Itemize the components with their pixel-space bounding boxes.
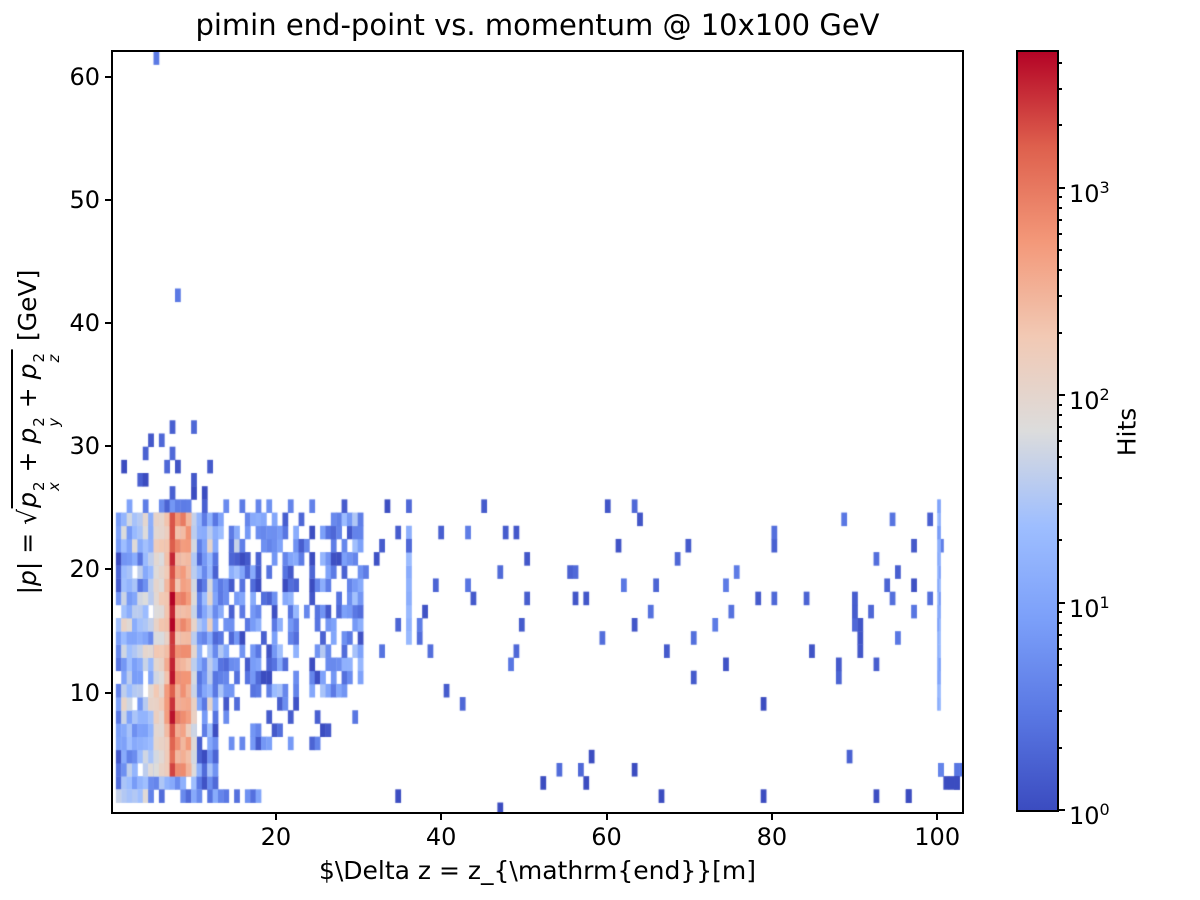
colorbar-minor-tick [1057, 206, 1062, 209]
y-tick-label: 40 [69, 308, 100, 337]
y-tick-label: 60 [69, 62, 100, 91]
colorbar-minor-tick [1057, 124, 1062, 127]
x-tick-mark [770, 812, 773, 820]
y-tick-label: 50 [69, 185, 100, 214]
colorbar-major-tick [1057, 809, 1065, 811]
colorbar-tick-label: 103 [1069, 177, 1110, 208]
colorbar-tick-label: 101 [1069, 592, 1110, 623]
x-tick-label: 80 [756, 823, 788, 851]
chart-title: pimin end-point vs. momentum @ 10x100 Ge… [195, 8, 880, 42]
colorbar-minor-tick [1057, 621, 1062, 624]
colorbar-minor-tick [1057, 710, 1062, 712]
colorbar-minor-tick [1057, 502, 1062, 505]
colorbar-minor-tick [1057, 746, 1062, 749]
x-tick-label: 20 [260, 823, 292, 851]
colorbar-minor-tick [1057, 403, 1062, 406]
colorbar-major-tick [1057, 394, 1065, 397]
y-tick-mark [105, 198, 113, 201]
y-tick-label: 20 [69, 555, 100, 584]
colorbar-minor-tick [1057, 476, 1062, 479]
x-tick-label: 60 [591, 823, 622, 851]
y-tick-label: 10 [69, 678, 100, 707]
colorbar-minor-tick [1057, 426, 1062, 429]
y-tick-label: 30 [69, 432, 100, 461]
y-tick-mark [105, 445, 113, 448]
math-subscript: y [45, 417, 64, 427]
colorbar-gradient [1018, 52, 1057, 810]
colorbar-minor-tick [1057, 196, 1062, 199]
colorbar-minor-tick [1057, 647, 1062, 650]
x-tick-mark [440, 812, 443, 820]
colorbar-major-tick [1057, 186, 1065, 189]
plot-area [111, 50, 964, 814]
colorbar-minor-tick [1057, 218, 1062, 221]
colorbar-minor-tick [1057, 684, 1062, 687]
colorbar [1016, 50, 1059, 812]
colorbar-tick-label: 102 [1069, 385, 1110, 416]
math-subscript: z [45, 354, 64, 363]
colorbar-minor-tick [1057, 539, 1062, 542]
colorbar-minor-tick [1057, 456, 1062, 459]
x-tick-mark [605, 812, 608, 820]
colorbar-minor-tick [1057, 269, 1062, 272]
math-subscript: x [45, 482, 64, 491]
colorbar-minor-tick [1057, 87, 1062, 90]
x-tick-mark [274, 812, 277, 820]
colorbar-minor-tick [1057, 663, 1062, 666]
colorbar-minor-tick [1057, 440, 1062, 443]
y-tick-mark [105, 321, 113, 324]
colorbar-tick-label: 100 [1069, 800, 1110, 830]
y-tick-mark [105, 691, 113, 694]
colorbar-minor-tick [1057, 232, 1062, 235]
colorbar-tick-exponent: 1 [1099, 592, 1110, 612]
colorbar-minor-tick [1057, 295, 1062, 298]
colorbar-major-tick [1057, 601, 1065, 604]
x-axis-label: $\Delta z = z_{\mathrm{end}}[m] [318, 856, 757, 885]
x-tick-label: 40 [425, 823, 457, 851]
colorbar-minor-tick [1057, 331, 1062, 334]
sqrt-symbol: √ [13, 508, 42, 525]
colorbar-label: Hits [1112, 407, 1142, 457]
y-tick-mark [105, 568, 113, 571]
colorbar-tick-exponent: 3 [1099, 177, 1110, 197]
colorbar-minor-tick [1057, 61, 1062, 64]
x-tick-mark [936, 812, 939, 820]
colorbar-tick-exponent: 2 [1099, 385, 1110, 405]
x-tick-label: 100 [914, 823, 961, 851]
colorbar-minor-tick [1057, 248, 1062, 251]
colorbar-minor-tick [1057, 633, 1062, 636]
colorbar-tick-exponent: 0 [1099, 800, 1110, 819]
colorbar-minor-tick [1057, 414, 1062, 417]
colorbar-minor-tick [1057, 611, 1062, 613]
y-tick-mark [105, 75, 113, 78]
heatmap-canvas [113, 52, 962, 812]
